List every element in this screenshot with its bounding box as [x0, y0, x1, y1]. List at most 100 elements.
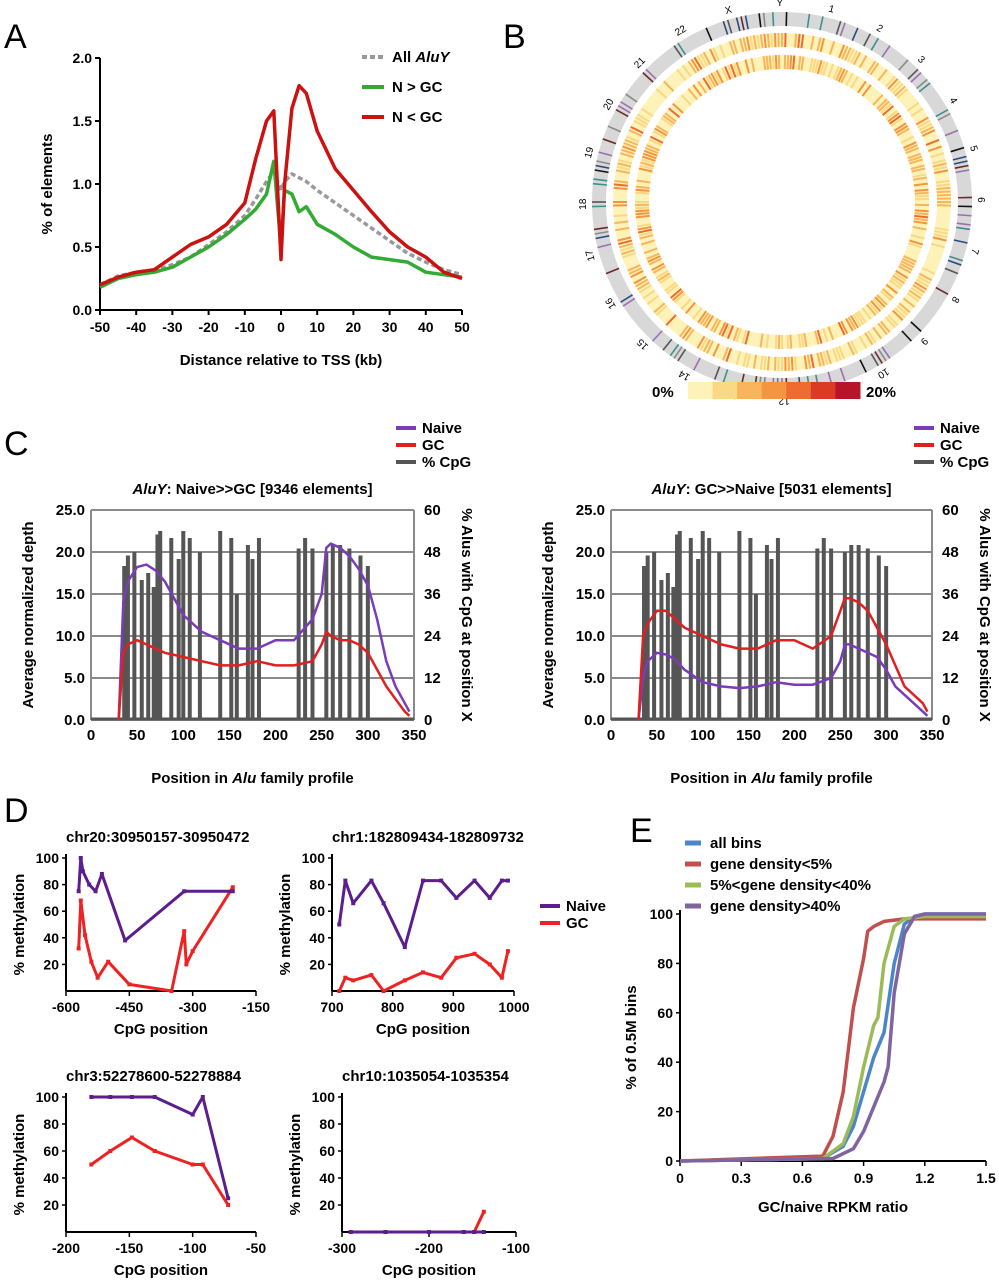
scale-swatch — [810, 382, 836, 399]
naive-point — [78, 856, 83, 860]
heat-cell — [912, 176, 928, 181]
y-tick-label: 0.0 — [64, 712, 85, 729]
heat-cell — [685, 302, 696, 314]
cpg-bar — [815, 548, 820, 720]
heat-cell — [662, 114, 675, 125]
x-tick-label: 50 — [129, 727, 146, 744]
heat-cell — [613, 183, 628, 187]
heat-cell — [635, 188, 650, 192]
heat-cell — [692, 307, 703, 320]
heat-cell — [909, 158, 924, 165]
y-tick-label: 20.0 — [56, 544, 85, 561]
cpg-bar — [688, 538, 693, 720]
series-line-naive — [77, 856, 233, 942]
heat-cell — [679, 324, 690, 338]
heat-cell — [652, 265, 666, 274]
heat-cell — [822, 351, 829, 366]
ideogram-band — [954, 164, 969, 169]
heat-cell — [934, 230, 949, 235]
heat-cell — [771, 55, 775, 70]
y-tick-label: 60 — [319, 1143, 335, 1159]
y2-tick-label: 36 — [942, 586, 959, 603]
naive-point — [182, 889, 187, 894]
y-tick-label: 20 — [657, 1104, 673, 1120]
y-tick-label: 80 — [319, 1116, 335, 1132]
heat-cell — [882, 105, 894, 116]
x-tick-label: 40 — [418, 319, 434, 335]
ideogram-band — [713, 366, 721, 380]
naive-point — [87, 882, 92, 887]
y-tick-label: 80 — [43, 877, 59, 893]
heat-cell — [894, 307, 906, 319]
heat-cell — [655, 124, 669, 134]
heat-cell — [810, 354, 815, 369]
ideogram-band — [952, 155, 967, 161]
gc-point — [106, 959, 111, 964]
heat-cell — [644, 146, 659, 154]
cpg-bar — [158, 531, 163, 720]
naive-point — [337, 922, 342, 927]
cpg-bar — [821, 538, 826, 720]
heat-cell — [850, 50, 859, 64]
heat-cell — [892, 309, 904, 321]
heat-cell — [613, 186, 628, 191]
heat-cell — [861, 307, 872, 320]
heat-cell — [633, 119, 647, 129]
x-tick-label: 250 — [309, 727, 334, 744]
legend-label: gene density<5% — [710, 856, 832, 873]
heat-cell — [816, 60, 823, 75]
heat-cell — [844, 47, 852, 61]
cpg-bar — [675, 534, 680, 720]
heat-cell — [657, 272, 671, 282]
y-tick-label: 5.0 — [584, 670, 605, 687]
ideogram-band — [722, 21, 729, 35]
heat-cell — [633, 275, 647, 285]
heat-cell — [936, 190, 951, 194]
x-tick-label: 1.5 — [976, 1170, 996, 1186]
heat-cell — [635, 185, 650, 190]
heat-cell — [640, 107, 654, 118]
heat-cell — [880, 320, 891, 333]
heat-cell — [624, 138, 639, 146]
y2-tick-label: 48 — [942, 544, 959, 561]
heat-cell — [654, 127, 668, 137]
cpg-bar — [748, 538, 753, 720]
heat-cell — [640, 239, 655, 246]
ideogram-band — [762, 12, 766, 27]
heat-cell — [910, 286, 924, 297]
heat-cell — [718, 44, 726, 59]
x-tick-label: 100 — [690, 727, 715, 744]
x-tick-label: -600 — [52, 999, 80, 1015]
heat-cell — [910, 107, 924, 118]
heat-cell — [914, 191, 929, 195]
panel-b-circos-plot: 12345678910111213141516171819202122XY0%2… — [578, 0, 986, 406]
heat-cell — [933, 233, 948, 239]
y-tick-label: 80 — [43, 1116, 59, 1132]
x-tick-label: 100 — [171, 727, 196, 744]
heat-cell — [699, 337, 709, 351]
panel-label-d: D — [4, 792, 29, 830]
cpg-bar — [865, 548, 870, 720]
heat-cell — [728, 40, 736, 55]
legend-label: all bins — [710, 835, 762, 852]
heat-cell — [712, 47, 720, 61]
heat-cell — [850, 315, 860, 329]
heat-cell — [866, 60, 877, 74]
heat-cell — [744, 330, 750, 345]
heat-cell — [759, 34, 764, 49]
cpg-bar — [842, 552, 847, 720]
x-axis-title: CpG position — [376, 1021, 470, 1038]
gc-point — [472, 951, 477, 956]
gc-point — [89, 959, 94, 964]
heat-cell — [840, 320, 849, 335]
series-line-1 — [679, 917, 986, 1163]
heat-cell — [920, 125, 934, 134]
scale-max-label: 20% — [866, 384, 896, 401]
heat-cell — [732, 327, 740, 342]
naive-point — [99, 871, 104, 876]
y-axis-title: % of 0.5M bins — [623, 985, 640, 1089]
heat-cell — [664, 112, 677, 123]
cpg-bar — [256, 538, 261, 720]
chromosome-label: 18 — [578, 198, 589, 210]
